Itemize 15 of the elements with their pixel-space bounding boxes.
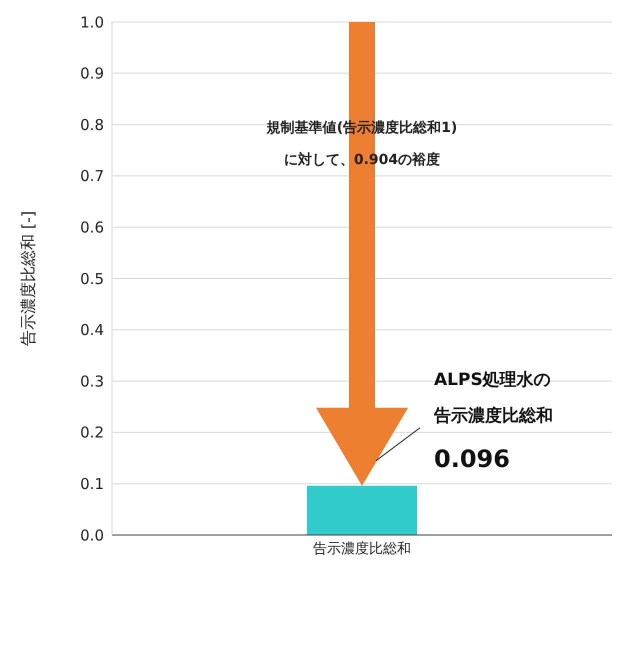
y-tick-label: 0.4: [80, 321, 104, 340]
y-tick-label: 0.8: [80, 116, 104, 134]
y-tick-label: 0.6: [80, 218, 104, 237]
y-tick-label: 0.2: [80, 424, 104, 442]
y-tick-label: 0.7: [80, 167, 104, 186]
y-tick-label: 0.5: [80, 270, 104, 288]
y-tick-label: 0.9: [80, 64, 104, 83]
y-tick-label: 1.0: [80, 13, 104, 32]
annotation: ALPS処理水の告示濃度比総和: [434, 368, 554, 428]
annotation: 0.096: [434, 444, 510, 473]
x-tick-label: 告示濃度比総和: [313, 540, 411, 557]
y-axis-title: 告示濃度比総和 [-]: [18, 210, 38, 346]
y-tick-label: 0.3: [80, 372, 104, 390]
y-tick-label: 0.1: [80, 475, 104, 494]
y-tick-label: 0.0: [80, 526, 104, 544]
